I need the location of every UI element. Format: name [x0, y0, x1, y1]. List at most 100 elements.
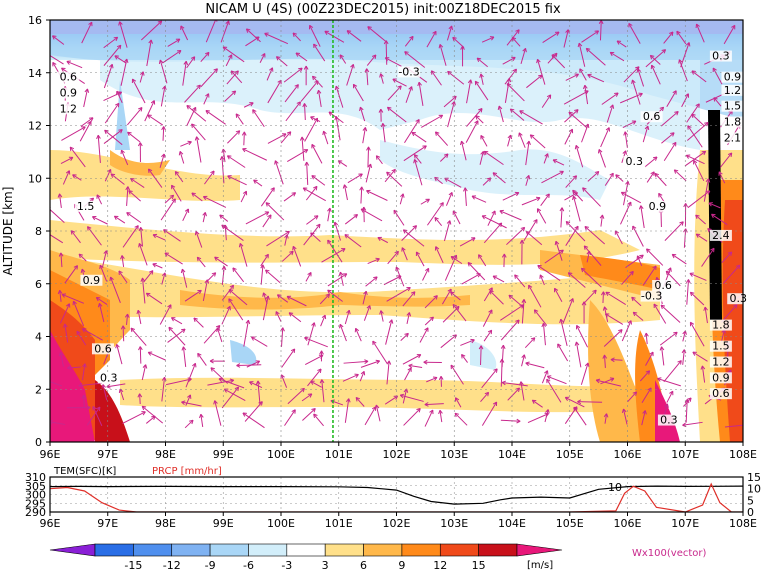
colorbar-max-arrow	[516, 543, 563, 557]
y-tick-label: 2	[35, 383, 42, 396]
colorbar-min-arrow	[49, 543, 96, 557]
contour-label: 0.6	[654, 279, 672, 292]
wind-field-shading	[50, 20, 743, 442]
contour-label: 0.6	[643, 110, 661, 123]
colorbar-box	[171, 543, 211, 557]
x-tick-label: 106E	[614, 448, 642, 461]
contour-label: 2.1	[724, 131, 742, 144]
colorbar-tick-label: -9	[205, 559, 216, 572]
y-tick-label: 16	[28, 14, 42, 27]
contour-label: 1.5	[77, 200, 95, 213]
contour-label: 1.2	[712, 356, 730, 369]
colorbar-box	[286, 543, 326, 557]
y-tick-label: 6	[35, 278, 42, 291]
contour-label: -0.3	[641, 290, 662, 303]
colorbar-tick-label: 9	[398, 559, 405, 572]
surface-right-tick-label: 5	[747, 494, 754, 507]
surface-x-axis: 96E 97E 98E 99E 100E 101E 102E 103E 104E 105E 106E…	[40, 512, 757, 530]
y-tick-label: 14	[28, 67, 42, 80]
x-tick-label: 107E	[671, 448, 699, 461]
contour-label: 1.8	[724, 116, 742, 129]
surface-x-tick-label: 107E	[671, 517, 699, 530]
surface-x-tick-label: 101E	[325, 517, 353, 530]
y-axis-label: ALTITUDE [km]	[1, 187, 15, 276]
colorbar: -15 -12 -9 -6 -3 3 6 9 12 15	[49, 543, 563, 572]
series-line-precipitation	[50, 482, 743, 512]
surface-x-tick-label: 103E	[440, 517, 468, 530]
x-tick-label: 104E	[498, 448, 526, 461]
x-tick-label: 103E	[440, 448, 468, 461]
x-tick-label: 97E	[97, 448, 118, 461]
surface-x-tick-label: 105E	[556, 517, 584, 530]
surface-x-tick-label: 96E	[40, 517, 61, 530]
surface-left-tick-label: 305	[25, 480, 46, 493]
surface-x-tick-label: 104E	[498, 517, 526, 530]
surface-x-tick-label: 100E	[267, 517, 295, 530]
contour-label: 0.3	[100, 371, 118, 384]
surface-x-tick-label: 98E	[155, 517, 176, 530]
x-tick-label: 102E	[383, 448, 411, 461]
x-tick-label: 105E	[556, 448, 584, 461]
contour-label: 0.3	[729, 292, 747, 305]
colorbar-box	[248, 543, 288, 557]
contour-label: 0.3	[626, 155, 644, 168]
contour-label: 0.3	[712, 50, 730, 63]
contour-labels: 0.60.91.21.50.90.60.3-0.30.60.30.90.6-0.…	[57, 50, 750, 427]
surface-left-tick-label: 290	[25, 506, 46, 519]
y-tick-label: 10	[28, 172, 42, 185]
surface-right-tick-label: 15	[747, 471, 761, 484]
left-axis-label: TEM(SFC)[K]	[53, 466, 116, 477]
colorbar-tick-label: -6	[243, 559, 254, 572]
vector-legend-label: Wx100(vector)	[632, 548, 707, 559]
colorbar-box	[94, 543, 134, 557]
contour-label: 0.9	[712, 371, 730, 384]
colorbar-tick-label: 12	[433, 559, 447, 572]
contour-label: 1.2	[60, 102, 78, 115]
colorbar-tick-label: 15	[472, 559, 486, 572]
contour-label: 0.9	[724, 71, 742, 84]
main-x-axis: 96E 97E 98E 99E 100E 101E 102E 103E 104E 105E 106E…	[40, 442, 757, 461]
contour-label: 0.9	[83, 274, 101, 287]
surface-x-tick-label: 108E	[729, 517, 757, 530]
surface-left-tick-label: 310	[25, 471, 46, 484]
surface-x-tick-label: 99E	[213, 517, 234, 530]
x-tick-label: 108E	[729, 448, 757, 461]
colorbar-tick-label: -12	[163, 559, 181, 572]
colorbar-box	[401, 543, 441, 557]
colorbar-tick-label: 6	[360, 559, 367, 572]
colorbar-unit: [m/s]	[527, 560, 553, 571]
contour-label: 0.9	[649, 200, 667, 213]
chart-title: NICAM U (4S) (00Z23DEC2015) init:00Z18DE…	[205, 2, 561, 17]
main-y-axis: 0 2 4 6 8 10 12 14 16	[28, 14, 50, 449]
colorbar-box	[133, 543, 173, 557]
main-grid	[50, 20, 743, 442]
x-tick-label: 96E	[40, 448, 61, 461]
surface-x-tick-label: 97E	[97, 517, 118, 530]
x-tick-label: 100E	[267, 448, 295, 461]
colorbar-box	[363, 543, 403, 557]
surface-right-tick-label: 10	[747, 483, 761, 496]
contour-label: 0.9	[60, 86, 78, 99]
contour-label: 1.2	[724, 84, 742, 97]
surface-panel-plot	[50, 477, 743, 512]
contour-label: 0.3	[660, 414, 678, 427]
surface-left-tick-label: 300	[25, 489, 46, 502]
surface-right-tick-label: 0	[747, 506, 754, 519]
y-tick-label: 4	[35, 331, 42, 344]
colorbar-box	[439, 543, 479, 557]
colorbar-tick-label: 3	[322, 559, 329, 572]
contour-label: 2.4	[712, 229, 730, 242]
contour-label: 0.6	[94, 342, 112, 355]
y-tick-label: 0	[35, 436, 42, 449]
contour-label: 1.5	[712, 340, 730, 353]
contour-label: -0.3	[398, 65, 419, 78]
y-tick-label: 12	[28, 120, 42, 133]
x-tick-label: 98E	[155, 448, 176, 461]
x-tick-label: 101E	[325, 448, 353, 461]
right-axis-label: PRCP [mm/hr]	[152, 466, 222, 477]
contour-label: 1.8	[712, 319, 730, 332]
colorbar-box	[324, 543, 364, 557]
series-line-temperature	[50, 485, 743, 505]
